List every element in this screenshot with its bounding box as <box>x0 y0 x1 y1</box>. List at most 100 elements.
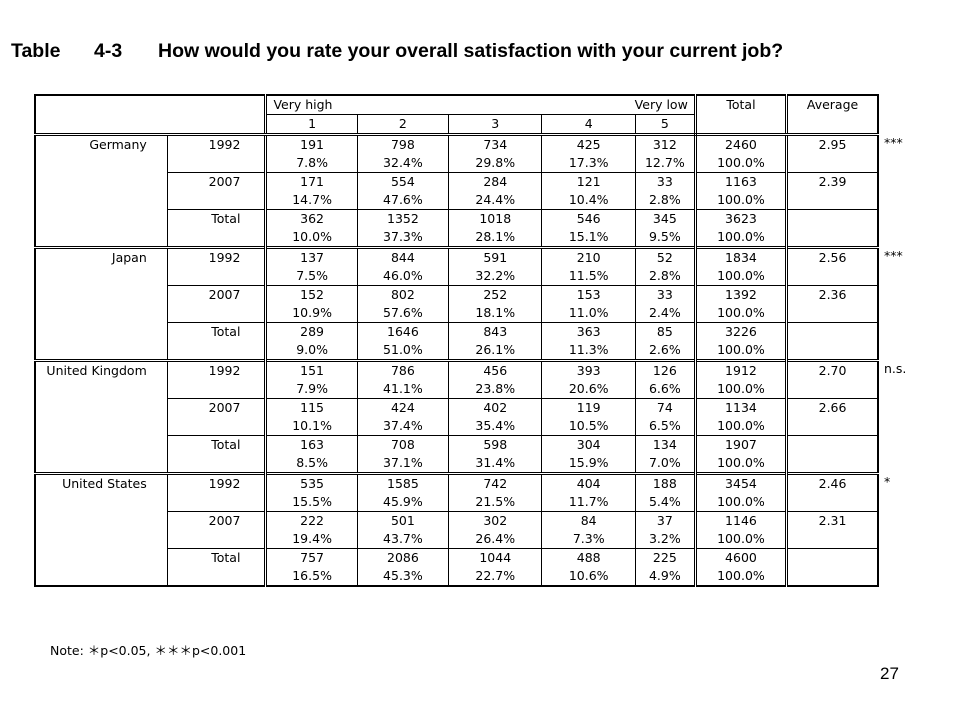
row-total-count: 1912 <box>693 359 787 380</box>
percent-cell-1: 14.7% <box>265 191 358 210</box>
percent-cell-3: 24.4% <box>448 191 543 210</box>
percent-cell-5: 5.4% <box>634 493 696 512</box>
table-row: 10.1% 37.4% 35.4% 10.5% 6.5% 100.0% <box>35 417 878 436</box>
table-row: 2007 115 424 402 119 74 1134 2.66 <box>35 398 878 436</box>
table-row: 8.5% 37.1% 31.4% 15.9% 7.0% 100.0% <box>35 454 878 474</box>
row-total-count: 2460 <box>693 134 787 154</box>
count-cell-3: 1018 <box>448 209 543 228</box>
year-label: Total <box>167 548 268 586</box>
year-label: 1992 <box>167 246 268 286</box>
table-row: 10.0% 37.3% 28.1% 15.1% 9.5% 100.0% <box>35 228 878 248</box>
row-total-count: 1163 <box>693 172 787 191</box>
count-cell-1: 163 <box>265 435 358 454</box>
percent-cell-5: 2.8% <box>634 267 696 286</box>
count-cell-2: 554 <box>356 172 450 191</box>
table-row: 2007 152 802 252 153 33 1392 2.36 <box>35 285 878 323</box>
count-cell-2: 844 <box>356 246 450 267</box>
percent-cell-4: 10.4% <box>541 191 636 210</box>
percent-cell-1: 7.8% <box>265 154 358 173</box>
count-cell-2: 2086 <box>356 548 450 567</box>
percent-cell-2: 37.1% <box>356 454 450 474</box>
percent-cell-3: 28.1% <box>448 228 543 248</box>
percent-cell-3: 35.4% <box>448 417 543 436</box>
row-total-count: 1834 <box>693 246 787 267</box>
average-cell <box>785 548 878 586</box>
percent-cell-4: 11.0% <box>541 304 636 323</box>
count-cell-4: 546 <box>541 209 636 228</box>
scale-2-header: 2 <box>356 114 450 136</box>
percent-cell-1: 7.5% <box>265 267 358 286</box>
table-row: 7.5% 46.0% 32.2% 11.5% 2.8% 100.0% <box>35 267 878 286</box>
table-row: Japan 1992 137 844 591 210 52 1834 2.56 <box>35 246 878 361</box>
count-cell-1: 362 <box>265 209 358 228</box>
percent-cell-4: 10.6% <box>541 567 636 586</box>
count-cell-3: 1044 <box>448 548 543 567</box>
percent-cell-4: 11.7% <box>541 493 636 512</box>
table-title: Table 4-3 How would you rate your overall … <box>11 40 951 63</box>
percent-cell-3: 29.8% <box>448 154 543 173</box>
percent-cell-4: 17.3% <box>541 154 636 173</box>
count-cell-5: 345 <box>634 209 696 228</box>
average-cell: 2.66 <box>785 398 878 436</box>
count-cell-4: 488 <box>541 548 636 567</box>
count-cell-5: 225 <box>634 548 696 567</box>
count-cell-5: 85 <box>634 322 696 341</box>
count-cell-5: 37 <box>634 511 696 530</box>
count-cell-5: 134 <box>634 435 696 454</box>
percent-cell-5: 12.7% <box>634 154 696 173</box>
average-cell <box>785 322 878 361</box>
count-cell-5: 33 <box>634 285 696 304</box>
table-row: 7.9% 41.1% 23.8% 20.6% 6.6% 100.0% <box>35 380 878 399</box>
count-cell-2: 1585 <box>356 472 450 493</box>
count-cell-3: 742 <box>448 472 543 493</box>
percent-cell-3: 26.1% <box>448 341 543 361</box>
row-total-count: 1134 <box>693 398 787 417</box>
percent-cell-2: 47.6% <box>356 191 450 210</box>
percent-cell-5: 7.0% <box>634 454 696 474</box>
scale-header: Very high Very low <box>264 94 696 115</box>
count-cell-1: 171 <box>265 172 358 191</box>
count-cell-4: 153 <box>541 285 636 304</box>
row-total-percent: 100.0% <box>693 304 787 323</box>
percent-cell-3: 18.1% <box>448 304 543 323</box>
count-cell-5: 52 <box>634 246 696 267</box>
count-cell-4: 425 <box>541 134 636 154</box>
table-row: 10.9% 57.6% 18.1% 11.0% 2.4% 100.0% <box>35 304 878 323</box>
table-row: 2007 171 554 284 121 33 1163 2.39 <box>35 172 878 210</box>
count-cell-5: 33 <box>634 172 696 191</box>
very-high-label: Very high <box>273 97 333 112</box>
percent-cell-2: 37.3% <box>356 228 450 248</box>
row-total-percent: 100.0% <box>693 267 787 286</box>
table-row: Germany 1992 191 798 734 425 312 2460 2.95 <box>35 134 878 248</box>
table-row: Total 163 708 598 304 134 1907 <box>35 435 878 474</box>
count-cell-4: 84 <box>541 511 636 530</box>
percent-cell-1: 7.9% <box>265 380 358 399</box>
percent-cell-5: 2.4% <box>634 304 696 323</box>
count-cell-1: 222 <box>265 511 358 530</box>
row-total-percent: 100.0% <box>693 341 787 361</box>
percent-cell-4: 20.6% <box>541 380 636 399</box>
percent-cell-4: 15.1% <box>541 228 636 248</box>
average-cell: 2.46 <box>785 472 878 512</box>
country-label: Japan <box>35 246 168 361</box>
year-label: 1992 <box>167 472 268 512</box>
year-label: 2007 <box>167 285 268 323</box>
percent-cell-5: 4.9% <box>634 567 696 586</box>
table-title-number: 4-3 <box>94 40 123 62</box>
percent-cell-2: 46.0% <box>356 267 450 286</box>
row-total-percent: 100.0% <box>693 530 787 549</box>
count-cell-1: 757 <box>265 548 358 567</box>
significance-marker: *** <box>884 248 903 263</box>
count-cell-2: 501 <box>356 511 450 530</box>
table-row: 7.8% 32.4% 29.8% 17.3% 12.7% 100.0% <box>35 154 878 173</box>
satisfaction-table: Very high Very low Total Average 1 2 3 4… <box>34 94 879 587</box>
count-cell-1: 137 <box>265 246 358 267</box>
percent-cell-1: 19.4% <box>265 530 358 549</box>
percent-cell-5: 2.8% <box>634 191 696 210</box>
row-total-percent: 100.0% <box>693 191 787 210</box>
row-total-count: 3623 <box>693 209 787 228</box>
percent-cell-2: 41.1% <box>356 380 450 399</box>
total-header: Total <box>693 94 788 136</box>
count-cell-1: 289 <box>265 322 358 341</box>
year-label: 2007 <box>167 172 268 210</box>
